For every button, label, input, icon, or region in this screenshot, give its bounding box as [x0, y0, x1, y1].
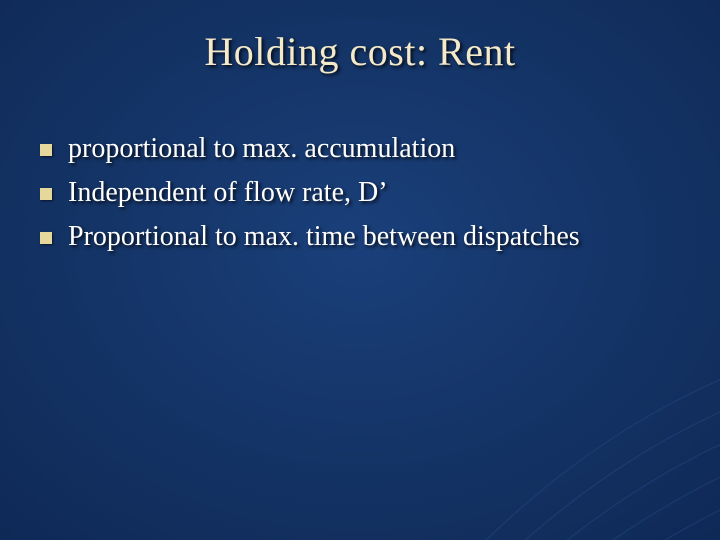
square-bullet-icon [40, 144, 52, 156]
bullet-text: proportional to max. accumulation [68, 130, 680, 168]
slide-title: Holding cost: Rent [0, 28, 720, 75]
slide-body: proportional to max. accumulation Indepe… [40, 130, 680, 261]
square-bullet-icon [40, 232, 52, 244]
bullet-text: Independent of flow rate, D’ [68, 174, 680, 212]
bullet-text: Proportional to max. time between dispat… [68, 218, 680, 256]
bullet-item: Proportional to max. time between dispat… [40, 218, 680, 256]
square-bullet-icon [40, 188, 52, 200]
slide: Holding cost: Rent proportional to max. … [0, 0, 720, 540]
bullet-item: proportional to max. accumulation [40, 130, 680, 168]
bullet-item: Independent of flow rate, D’ [40, 174, 680, 212]
